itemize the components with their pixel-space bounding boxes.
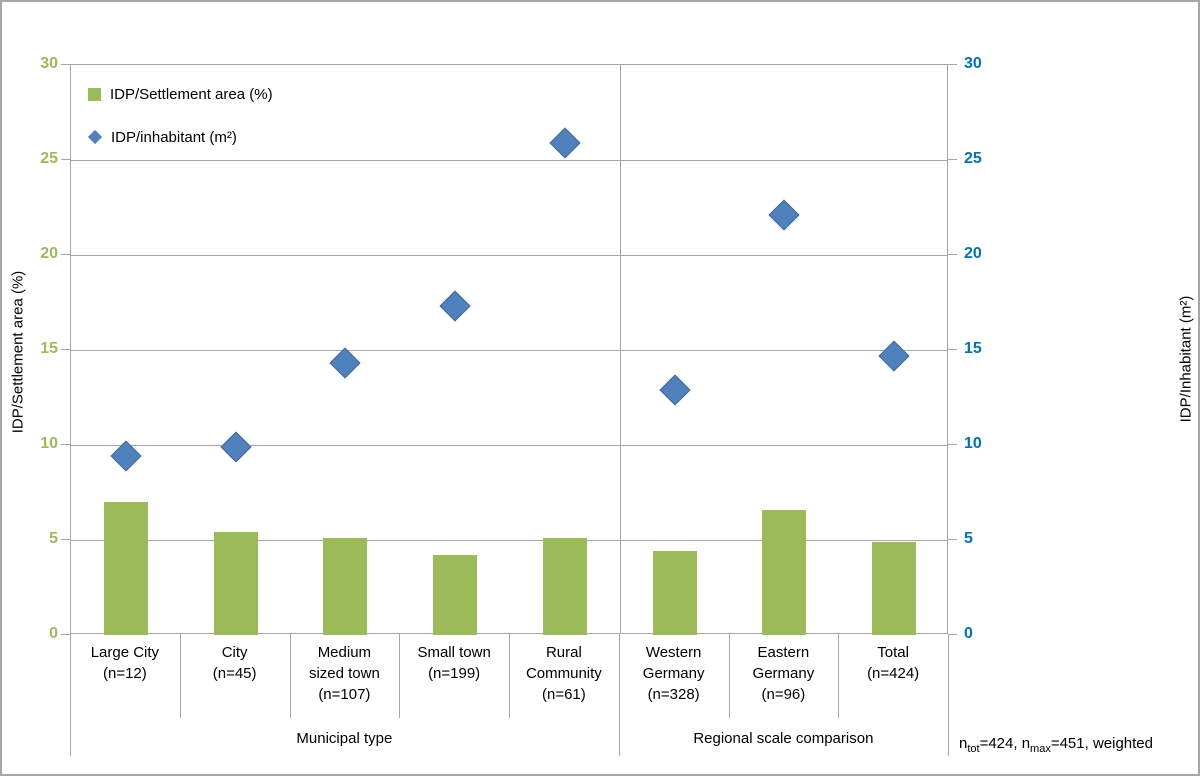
group-label-2: Regional scale comparison (693, 730, 874, 747)
diamond-marker-8 (878, 340, 910, 372)
gridline (71, 539, 947, 541)
right-axis-tick-mark (948, 539, 957, 540)
category-separator (179, 634, 181, 718)
diamond-marker-6 (659, 374, 691, 406)
left-axis-tick-mark (61, 159, 70, 160)
category-separator (289, 634, 291, 718)
diamond-marker-2 (220, 431, 252, 463)
left-axis-tick-mark (61, 634, 70, 635)
right-axis-tick-mark (948, 159, 957, 160)
category-separator (838, 634, 840, 718)
left-axis-tick-label: 0 (49, 625, 58, 642)
diamond-marker-1 (110, 440, 142, 472)
diamond-marker-3 (329, 347, 361, 379)
right-axis-tick-label: 0 (964, 625, 973, 642)
group-label-1: Municipal type (296, 730, 393, 747)
diamond-marker-7 (768, 199, 800, 231)
bar-1 (103, 502, 148, 635)
category-label: Eastern Germany (n=96) (752, 644, 815, 703)
gridline (71, 254, 947, 256)
section-divider (619, 65, 621, 633)
left-axis-tick-label: 30 (40, 55, 58, 72)
group-divider (618, 634, 620, 756)
left-axis-tick-mark (61, 444, 70, 445)
footnote-text: =424, n (979, 735, 1031, 752)
diamond-swatch-icon (87, 129, 103, 145)
gridline (71, 349, 947, 351)
right-axis-tick-label: 10 (964, 435, 982, 452)
left-axis-tick-mark (61, 254, 70, 255)
category-label: City (n=45) (212, 644, 257, 682)
category-label: Large City (n=12) (90, 644, 160, 682)
left-axis-tick-mark (61, 349, 70, 350)
category-label: Rural Community (n=61) (525, 644, 602, 703)
category-separator (728, 634, 730, 718)
left-axis-tick-mark (61, 64, 70, 65)
right-axis-tick-label: 25 (964, 150, 982, 167)
left-axis-tick-label: 10 (40, 435, 58, 452)
legend: IDP/Settlement area (%) IDP/inhabitant (… (87, 82, 273, 168)
diamond-marker-5 (549, 127, 581, 159)
bar-3 (323, 538, 368, 635)
diamond-marker-4 (439, 290, 471, 322)
category-separator (70, 634, 71, 756)
right-axis-tick-mark (948, 254, 957, 255)
gridline (71, 444, 947, 446)
footnote-text: =451, weighted (1050, 735, 1153, 752)
right-axis-tick-mark (948, 64, 957, 65)
right-axis-tick-label: 30 (964, 55, 982, 72)
category-separator (509, 634, 510, 718)
bar-7 (762, 509, 807, 635)
right-axis-tick-label: 5 (964, 530, 973, 547)
legend-label: IDP/Settlement area (%) (110, 85, 273, 103)
legend-item-inhabitant: IDP/inhabitant (m²) (87, 125, 273, 149)
bar-2 (213, 532, 258, 635)
right-axis-title: IDP/Inhabitant (m²) (1177, 295, 1195, 423)
footnote: ntot=424, nmax=451, weighted (959, 735, 1153, 755)
legend-item-settlement-area: IDP/Settlement area (%) (88, 82, 273, 106)
legend-label: IDP/inhabitant (m²) (111, 128, 237, 146)
bar-5 (542, 538, 587, 635)
right-axis-tick-mark (948, 634, 957, 635)
category-separator (399, 634, 401, 718)
right-axis-tick-label: 20 (964, 245, 982, 262)
category-label: Medium sized town (n=107) (308, 644, 380, 703)
left-axis-tick-label: 15 (40, 340, 58, 357)
right-axis-tick-mark (948, 349, 957, 350)
bar-4 (433, 555, 478, 635)
left-axis-tick-mark (61, 539, 70, 540)
category-label: Total (n=424) (867, 644, 920, 682)
footnote-subscript: tot (967, 743, 980, 755)
footnote-subscript: max (1030, 743, 1051, 755)
category-label: Small town (n=199) (417, 644, 491, 682)
right-axis-tick-label: 15 (964, 340, 982, 357)
bar-8 (872, 541, 917, 635)
left-axis-tick-label: 25 (40, 150, 58, 167)
category-label: Western Germany (n=328) (642, 644, 705, 703)
category-separator (948, 634, 949, 756)
footnote-text: n (959, 735, 968, 752)
left-axis-tick-label: 20 (40, 245, 58, 262)
right-axis-tick-mark (948, 444, 957, 445)
bar-swatch-icon (88, 87, 101, 101)
gridline (71, 159, 947, 161)
bar-6 (652, 551, 697, 635)
plot-area (70, 64, 948, 635)
left-axis-tick-label: 5 (49, 530, 58, 547)
